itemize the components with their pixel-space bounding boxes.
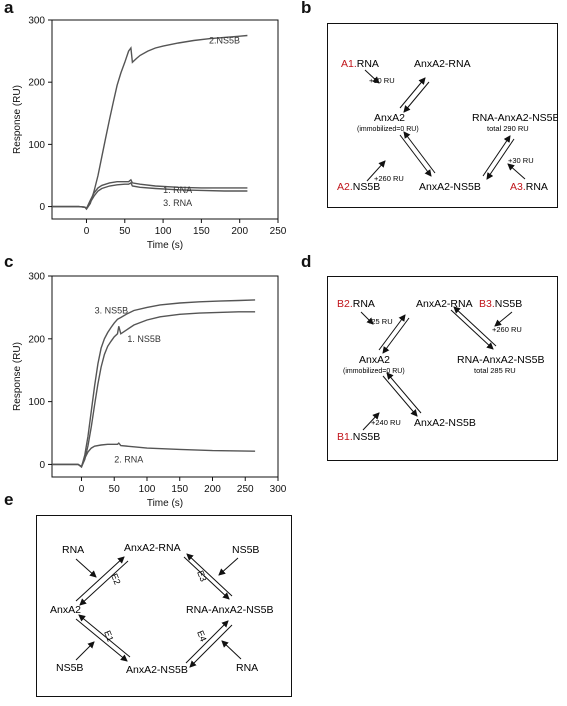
chart-a-series-2 [52, 178, 248, 210]
chart-a: 0 50 100 150 200 250 0 100 200 300 Time (s) Respons… [12, 16, 287, 251]
chart-c-xtick-label: 0 [79, 484, 85, 495]
b-delta-3: +30 RU [508, 156, 534, 165]
panel-label-c: c [4, 252, 14, 271]
chart-c-ylabel: Response (RU) [12, 342, 23, 411]
diagram-e-box [36, 515, 292, 697]
chart-c-xtick-label: 300 [270, 484, 287, 495]
chart-a-ylabel: Response (RU) [12, 85, 23, 154]
chart-a-xtick-label: 100 [155, 226, 172, 237]
chart-a-series-3 [52, 181, 248, 210]
e-anxa2-rna: AnxA2-RNA [124, 542, 181, 554]
chart-c-xtick-label: 150 [171, 484, 188, 495]
diagram-d-box [327, 276, 558, 461]
diagram-b-box [327, 23, 558, 208]
diagram-d: B2.RNA AnxA2-RNA B3.NS5B +25 RU +260 RU … [337, 298, 545, 443]
b-complex: RNA-AnxA2-NS5B [472, 112, 558, 124]
b-anxa2-rna: AnxA2-RNA [414, 58, 471, 70]
e-step-3: E3 [195, 569, 208, 583]
b-anxa2-ns5b: AnxA2-NS5B [419, 181, 481, 193]
d-anxa2: AnxA2 [359, 354, 390, 366]
d-anxa2-rna: AnxA2-RNA [416, 298, 473, 310]
d-delta-3: +240 RU [371, 418, 401, 427]
b-a2-label: A2.NS5B [337, 181, 380, 193]
b-total: total 290 RU [487, 124, 529, 133]
b-immobilized: (immobilized=0 RU) [357, 126, 419, 133]
chart-a-series-1 [52, 34, 248, 211]
b-anxa2: AnxA2 [374, 112, 405, 124]
chart-a-xtick-label: 50 [119, 226, 131, 237]
chart-c-xtick-label: 50 [109, 484, 121, 495]
chart-a-xtick-label: 250 [270, 226, 287, 237]
chart-c-ytick-label: 300 [28, 272, 45, 283]
e-rna-top: RNA [62, 544, 84, 556]
e-step-1: E1 [102, 629, 115, 643]
chart-c-xlabel: Time (s) [147, 498, 183, 509]
diagram-e: RNA AnxA2-RNA NS5B AnxA2 RNA-AnxA2-NS5B … [50, 542, 274, 676]
e-rna-bottom: RNA [236, 662, 258, 674]
d-b1-label: B1.NS5B [337, 431, 380, 443]
chart-a-xtick-label: 0 [84, 226, 90, 237]
panel-label-a: a [4, 0, 14, 17]
b-delta-2: +260 RU [374, 174, 404, 183]
chart-c-ytick-label: 100 [28, 397, 45, 408]
d-b2-label: B2.RNA [337, 298, 375, 310]
chart-a-series-label: 3. RNA [163, 198, 192, 208]
d-delta-1: +25 RU [367, 317, 393, 326]
chart-c-xtick-label: 250 [237, 484, 254, 495]
chart-c-xtick-label: 200 [204, 484, 221, 495]
chart-c-ytick-label: 200 [28, 334, 45, 345]
b-delta-1: +30 RU [369, 76, 395, 85]
chart-a-ytick-label: 300 [28, 16, 45, 27]
chart-a-frame [51, 19, 279, 220]
chart-c-series-label: 3. NS5B [95, 306, 129, 316]
panel-label-b: b [301, 0, 312, 17]
chart-c-series-label: 1. NS5B [127, 334, 161, 344]
chart-a-ytick-label: 200 [28, 78, 45, 89]
chart-a-xtick-label: 150 [193, 226, 210, 237]
chart-c-frame [51, 275, 279, 478]
e-step-4: E4 [195, 629, 208, 643]
e-ns5b-top: NS5B [232, 544, 259, 556]
d-anxa2-ns5b: AnxA2-NS5B [414, 417, 476, 429]
chart-c-series-1 [52, 299, 256, 469]
e-ns5b-bottom: NS5B [56, 662, 83, 674]
diagram-b: A1.RNA AnxA2-RNA +30 RU AnxA2 (immobiliz… [337, 58, 558, 193]
b-a1-label: A1.RNA [341, 58, 379, 70]
chart-a-xtick-label: 200 [231, 226, 248, 237]
chart-a-ytick-label: 0 [39, 202, 45, 213]
e-anxa2: AnxA2 [50, 604, 81, 616]
d-b3-label: B3.NS5B [479, 298, 522, 310]
chart-c-series-3 [52, 442, 256, 468]
e-complex: RNA-AnxA2-NS5B [186, 604, 274, 616]
e-step-2: E2 [109, 572, 122, 586]
e-anxa2-ns5b: AnxA2-NS5B [126, 664, 188, 676]
chart-c: 0 50 100 150 200 250 300 0 100 200 300 Time (s) Resp… [12, 272, 287, 510]
chart-a-xlabel: Time (s) [147, 240, 183, 250]
panel-label-e: e [4, 490, 14, 509]
chart-c-ytick-label: 0 [39, 460, 45, 471]
panel-label-d: d [301, 252, 312, 271]
d-complex: RNA-AnxA2-NS5B [457, 354, 545, 366]
chart-c-series-label: 2. RNA [114, 455, 143, 465]
chart-a-series-label: 1. RNA [163, 185, 192, 195]
b-a3-label: A3.RNA [510, 181, 548, 193]
d-total: total 285 RU [474, 366, 516, 375]
d-immobilized: (immobilized=0 RU) [343, 368, 405, 375]
chart-a-series-label: 2.NS5B [209, 36, 240, 46]
chart-a-ytick-label: 100 [28, 140, 45, 151]
d-delta-2: +260 RU [492, 325, 522, 334]
chart-c-xtick-label: 100 [139, 484, 156, 495]
